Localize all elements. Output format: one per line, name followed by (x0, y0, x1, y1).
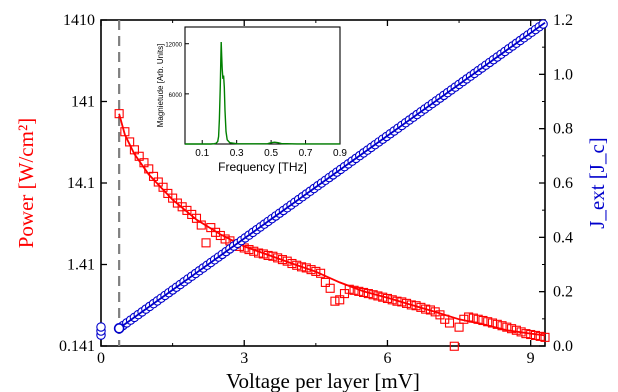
power-point (535, 331, 545, 341)
power-point (320, 277, 330, 287)
power-point (454, 322, 464, 332)
power-point (163, 188, 173, 198)
y-left-tick-label: 1.41 (67, 257, 95, 274)
y-right-tick-label: 0.8 (553, 121, 573, 138)
current-fit-line (118, 21, 546, 330)
inset-frame (184, 26, 341, 145)
inset-x-tick-label: 0.7 (299, 148, 313, 159)
power-point (349, 285, 359, 295)
x-tick-label: 9 (527, 350, 535, 367)
power-point (316, 268, 326, 278)
y-right-tick-label: 1.0 (553, 66, 573, 83)
inset-x-tick-label: 0.1 (195, 148, 209, 159)
inset-x-tick-label: 0.3 (230, 148, 244, 159)
power-point (292, 260, 302, 270)
current-start-point (113, 323, 125, 334)
power-point (206, 223, 216, 233)
inset-x-tick-label: 0.5 (264, 148, 278, 159)
inset-x-tick-label: 0.9 (333, 148, 347, 159)
axis-labels: 0 3 6 9 0.141 1.41 14.1 141 1410 0.0 0.2 0.4 0.6 0.8 1… (14, 12, 609, 392)
plot-data (96, 19, 550, 351)
power-point (273, 253, 283, 263)
y-right-tick-label: 0.2 (553, 284, 573, 301)
power-point (507, 324, 517, 334)
y-left-tick-label: 14.1 (67, 175, 95, 192)
power-point (268, 251, 278, 261)
power-point (311, 266, 321, 276)
spectrum-line (185, 41, 340, 145)
power-point (168, 193, 178, 203)
y-left-tick-label: 141 (71, 94, 95, 111)
power-point (397, 297, 407, 307)
inset-chart: 0.1 0.3 0.5 0.7 0.9 6000 12000 Frequency [THz] M… (156, 26, 347, 174)
y-left-tick-label: 1410 (63, 12, 95, 29)
x-axis-title: Voltage per layer [mV] (226, 369, 420, 392)
power-point (335, 295, 345, 305)
power-point (158, 182, 168, 192)
power-point (449, 341, 459, 351)
plot-axes (100, 19, 546, 347)
x-tick-label: 0 (97, 350, 105, 367)
power-point (114, 109, 124, 119)
inset-x-axis-title: Frequency [THz] (218, 160, 307, 174)
power-point (287, 258, 297, 269)
power-point (430, 307, 440, 317)
power-point (191, 213, 202, 223)
power-point (330, 296, 340, 306)
y-right-tick-label: 0.6 (553, 175, 573, 192)
x-tick-label: 3 (240, 350, 248, 367)
y-left-tick-label: 0.141 (59, 338, 95, 355)
power-point (444, 318, 455, 328)
power-point (153, 177, 163, 187)
inset-y-tick-label: 12000 (165, 43, 182, 49)
y-right-tick-label: 0.4 (553, 229, 573, 246)
power-point (325, 283, 335, 293)
current-point (96, 322, 106, 332)
power-fit-line (118, 113, 546, 337)
power-point (421, 304, 431, 314)
power-point (277, 255, 287, 265)
y-left-axis-title: Power [W/cm²] (14, 118, 38, 249)
y-right-tick-label: 1.2 (553, 12, 573, 29)
power-point (211, 227, 221, 237)
power-point (401, 298, 412, 308)
power-point (296, 262, 307, 272)
y-right-axis-title: J_ext [J_c] (585, 137, 609, 229)
power-point (201, 238, 211, 248)
y-right-tick-label: 0.0 (553, 338, 573, 355)
power-point (406, 300, 416, 310)
power-point (540, 332, 550, 342)
inset-y-axis-title: Magnietude [Arb. Units] (156, 44, 165, 128)
x-tick-label: 6 (383, 350, 391, 367)
inset-y-tick-label: 6000 (169, 93, 183, 99)
